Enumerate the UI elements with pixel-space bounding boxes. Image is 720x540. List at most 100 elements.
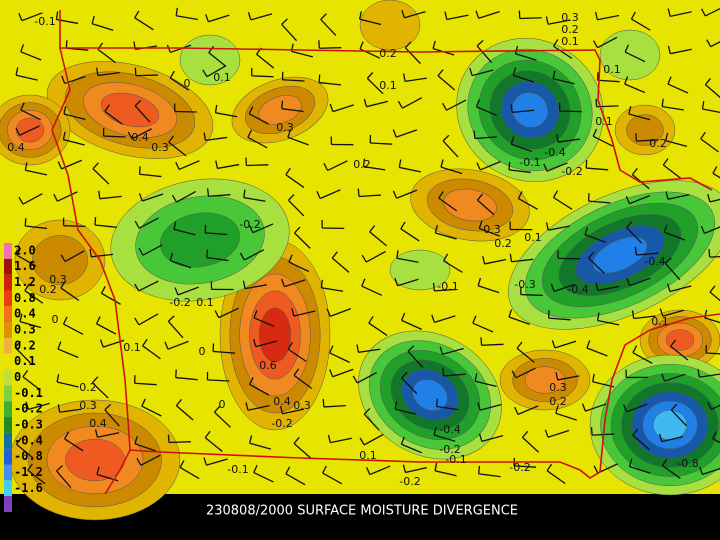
barb <box>281 108 304 113</box>
barb <box>361 285 382 296</box>
barb <box>16 254 37 267</box>
barb-tick <box>361 278 366 287</box>
contour-label: 0.3 <box>293 399 311 412</box>
barb-tick <box>252 338 257 347</box>
barb-tick <box>253 464 258 473</box>
barb-tick <box>322 465 327 474</box>
barb <box>293 310 316 317</box>
barb-tick <box>136 458 142 466</box>
barb-tick <box>392 190 398 199</box>
legend-label: 0.8 <box>14 291 36 305</box>
barb <box>662 465 681 479</box>
barb <box>669 285 692 293</box>
barb <box>553 196 573 210</box>
barb-tick <box>57 404 61 413</box>
barb-tick <box>362 158 366 167</box>
barb-tick <box>659 308 664 317</box>
barb <box>404 77 427 83</box>
barb-tick <box>208 45 215 54</box>
barb <box>632 352 653 364</box>
legend-label: -0.3 <box>14 417 43 431</box>
barb-tick <box>439 346 444 355</box>
barb-tick <box>357 188 360 197</box>
barb-tick <box>482 256 486 265</box>
barb <box>597 79 620 83</box>
barb <box>256 53 275 69</box>
barb <box>332 368 354 378</box>
contour-label: 0.6 <box>259 359 277 372</box>
contour-band <box>652 410 688 440</box>
legend-swatch <box>4 480 12 497</box>
barb <box>477 285 500 294</box>
contour-label: 0.4 <box>131 131 149 144</box>
contour-label: -0.4 <box>644 255 665 268</box>
barb <box>63 323 84 335</box>
barb-tick <box>253 310 258 319</box>
barb <box>433 434 456 442</box>
barb <box>436 405 459 411</box>
barb <box>138 280 159 292</box>
barb-tick <box>285 167 291 176</box>
barb-tick <box>476 162 481 171</box>
barb-tick <box>247 12 252 21</box>
barb <box>319 47 342 49</box>
barb-tick <box>628 458 633 467</box>
barb-tick <box>63 431 70 440</box>
barb <box>407 350 424 369</box>
contour-label: 0.1 <box>359 449 377 462</box>
barb <box>57 191 78 202</box>
barb-tick <box>670 339 676 347</box>
barb-tick <box>586 340 591 349</box>
legend-label: -1.2 <box>14 465 43 479</box>
contour-label: -0.3 <box>514 278 535 291</box>
barb <box>636 139 659 142</box>
barb <box>438 197 458 212</box>
barb <box>330 437 352 444</box>
barb <box>709 256 720 258</box>
barb <box>56 381 79 388</box>
barb-tick <box>473 130 476 139</box>
legend-label: -0.1 <box>14 386 43 400</box>
barb-tick <box>581 403 586 412</box>
barb <box>94 224 117 228</box>
barb-tick <box>61 75 66 84</box>
barb <box>140 454 161 466</box>
barb-tick <box>443 253 449 262</box>
legend-label: -0.8 <box>14 449 43 463</box>
barb <box>588 257 605 274</box>
barb-tick <box>626 277 631 286</box>
contour-label: 0.2 <box>39 283 57 296</box>
barb <box>206 256 229 262</box>
barb-tick <box>396 250 399 259</box>
barb <box>63 225 86 228</box>
barb <box>405 467 428 474</box>
legend-swatch <box>4 322 12 338</box>
barb-tick <box>400 221 406 230</box>
barb <box>141 405 162 417</box>
barb-tick <box>57 161 63 170</box>
barb-tick <box>142 338 148 347</box>
barb-tick <box>658 433 663 442</box>
barb-tick <box>709 285 716 293</box>
barb <box>168 141 187 157</box>
barb-tick <box>508 309 513 318</box>
barb <box>369 465 391 476</box>
barb-tick <box>434 462 438 471</box>
contour-label: 0.3 <box>549 381 567 394</box>
barb-tick <box>22 369 29 378</box>
barb-tick <box>394 401 398 410</box>
barb <box>400 228 420 242</box>
barb-tick <box>323 163 329 171</box>
barb <box>176 15 198 21</box>
barb <box>515 53 537 61</box>
barb <box>546 162 568 172</box>
barb-tick <box>104 403 112 411</box>
barb-tick <box>516 341 523 349</box>
barb <box>520 293 543 297</box>
barb <box>175 376 198 381</box>
barb <box>481 435 504 442</box>
barb-tick <box>239 252 245 261</box>
contour-label: -0.2 <box>561 165 582 178</box>
barb-tick <box>474 373 478 382</box>
contour-label: -0.4 <box>567 283 588 296</box>
